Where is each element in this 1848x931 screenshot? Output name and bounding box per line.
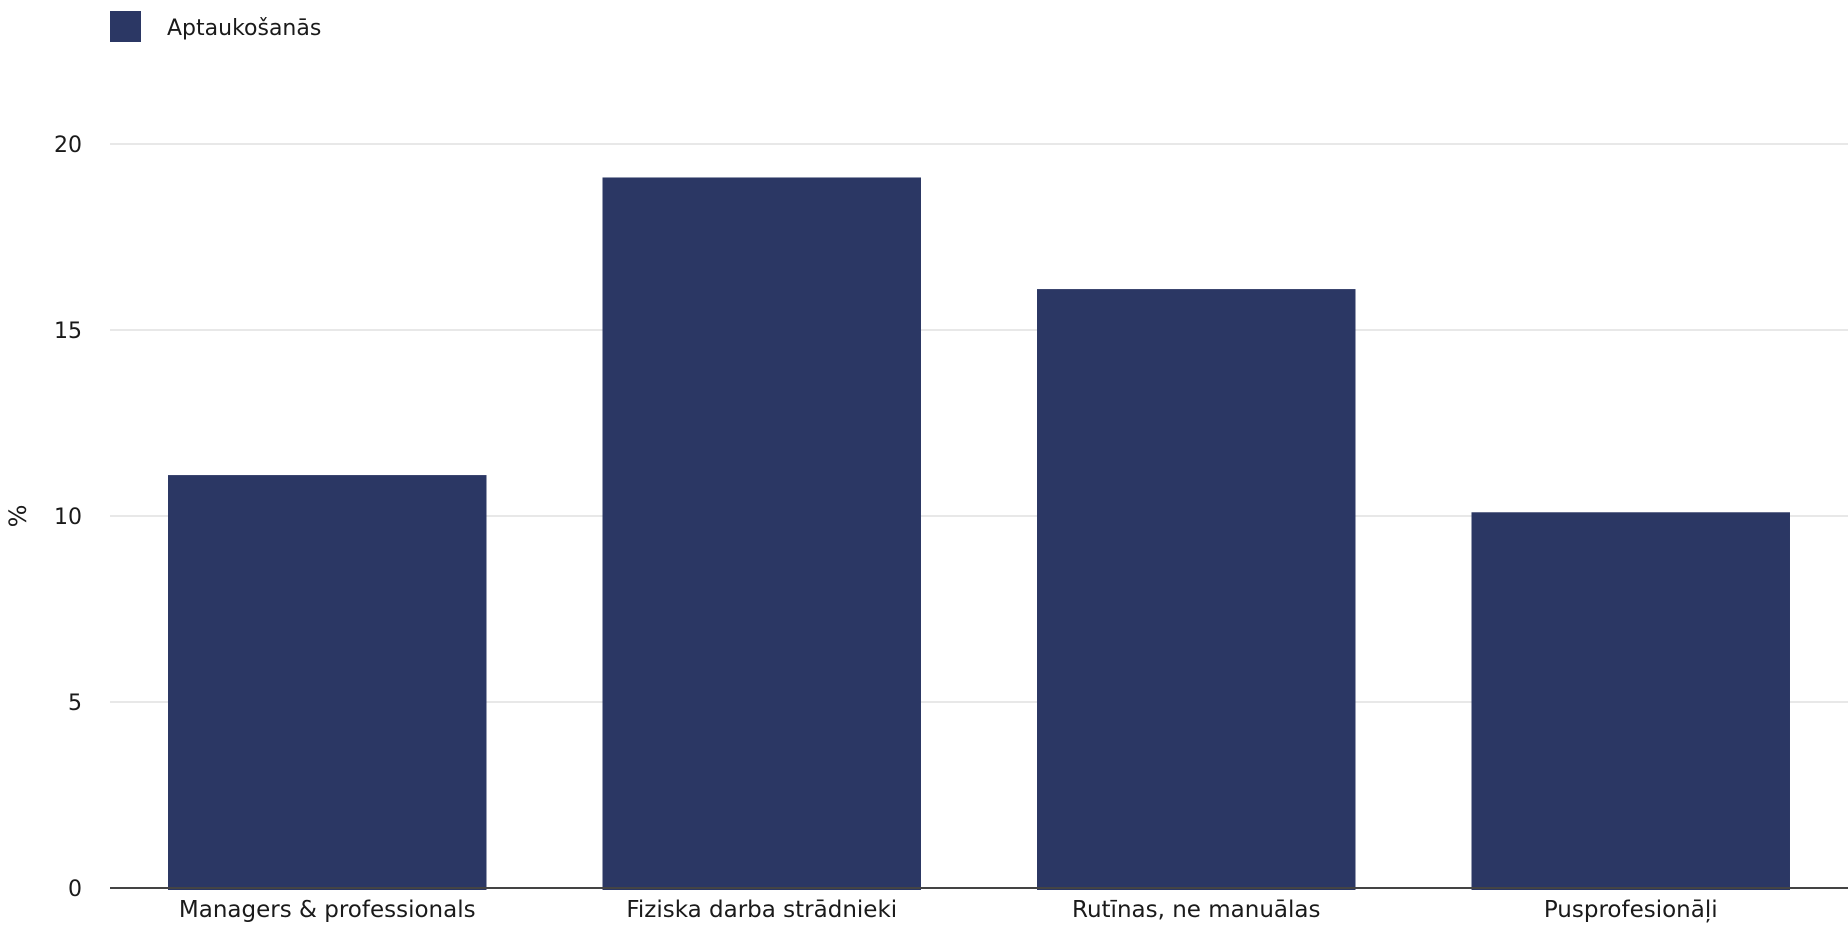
y-tick-label: 10	[54, 505, 82, 530]
bar	[1471, 512, 1790, 890]
y-tick-label: 15	[54, 319, 82, 344]
bar	[602, 177, 921, 891]
bar	[168, 475, 487, 890]
y-tick-label: 0	[68, 877, 82, 902]
x-tick-label: Rutīnas, ne manuālas	[1072, 897, 1320, 923]
y-axis-ticks: 0 5 10 15 20	[54, 133, 82, 902]
legend: Aptaukošanās	[110, 11, 321, 42]
x-axis-labels: Managers & professionals Fiziska darba st…	[179, 897, 1718, 923]
x-tick-label: Pusprofesionāļi	[1544, 897, 1718, 923]
x-tick-label: Fiziska darba strādnieki	[626, 897, 897, 923]
bars	[168, 177, 1790, 891]
bar	[1037, 289, 1356, 891]
legend-label: Aptaukošanās	[167, 16, 321, 41]
y-tick-label: 20	[54, 133, 82, 158]
y-axis-title: %	[4, 505, 32, 528]
y-tick-label: 5	[68, 691, 82, 716]
legend-swatch	[110, 11, 141, 42]
x-tick-label: Managers & professionals	[179, 897, 476, 923]
